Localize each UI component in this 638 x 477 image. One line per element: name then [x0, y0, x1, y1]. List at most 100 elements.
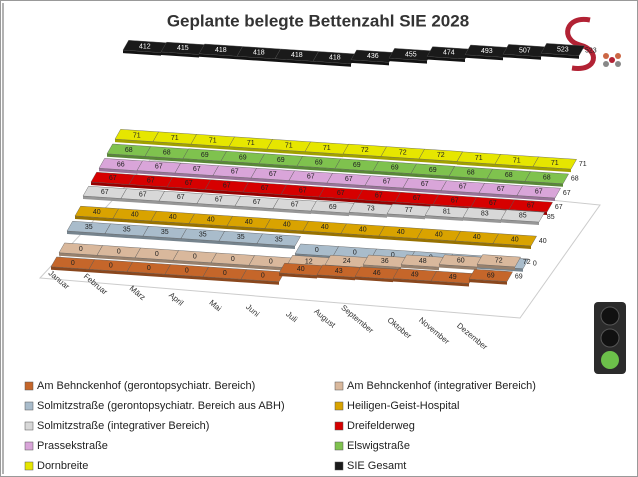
value-label: 68 [505, 172, 513, 179]
value-label: 40 [169, 214, 177, 221]
value-label: 71 [551, 160, 559, 167]
legend-swatch [24, 421, 34, 431]
value-label: 71 [475, 155, 483, 162]
value-label: 72 [361, 147, 369, 154]
value-label: 43 [335, 268, 343, 275]
value-label: 35 [275, 237, 283, 244]
ribbon-side [219, 241, 257, 247]
ribbon-side [267, 149, 305, 155]
legend-swatch [334, 401, 344, 411]
value-label: 455 [405, 51, 417, 58]
ribbon-side [121, 198, 159, 205]
value-label: 67 [291, 202, 299, 209]
ribbon-side [115, 139, 153, 145]
value-label: 67 [345, 176, 353, 183]
value-label: 49 [411, 272, 419, 279]
value-label: 40 [207, 217, 215, 224]
value-label: 40 [359, 227, 367, 234]
ribbon-side [403, 188, 441, 194]
legend-label: Solmitzstraße (gerontopsychiatr. Bereich… [37, 400, 285, 412]
value-label: 67 [299, 188, 307, 195]
ribbon-side [463, 217, 501, 223]
ribbon-side [161, 51, 199, 58]
ribbon-side [151, 220, 189, 227]
ribbon-side [113, 218, 151, 224]
value-label: 72 [437, 152, 445, 159]
value-label: 69 [487, 272, 495, 279]
end-label: 68 [571, 176, 579, 183]
ribbon-side [381, 156, 419, 162]
legend-label: Elswigstraße [347, 440, 410, 452]
legend-swatch [334, 441, 344, 451]
ribbon-side [533, 166, 571, 173]
value-label: 46 [373, 270, 381, 277]
value-label: 40 [93, 209, 101, 216]
value-label: 69 [315, 159, 323, 166]
value-label: 67 [337, 190, 345, 197]
ribbon-side [145, 156, 183, 162]
value-label: 36 [381, 258, 389, 265]
value-label: 0 [79, 246, 83, 253]
value-label: 0 [391, 252, 395, 259]
legend-label: Am Behnckenhof (gerontopsychiatr. Bereic… [37, 380, 255, 392]
ribbon-cell [476, 254, 521, 268]
ribbon-side [419, 158, 457, 165]
value-label: 523 [557, 46, 569, 53]
value-label: 35 [85, 224, 93, 231]
value-label: 507 [519, 47, 531, 54]
ribbon-side [189, 223, 227, 229]
ribbon-side [441, 190, 479, 197]
logo-s [565, 16, 596, 71]
ribbon-side [251, 178, 289, 184]
value-label: 40 [283, 222, 291, 229]
value-label: 418 [291, 52, 303, 59]
ribbon-side [241, 279, 279, 285]
ribbon-side [211, 262, 249, 269]
legend-swatch [24, 381, 34, 391]
ribbon-side [213, 175, 251, 182]
ribbon-side [243, 192, 281, 198]
value-label: 67 [193, 166, 201, 173]
ribbon-side [135, 257, 173, 264]
ribbon-side [343, 153, 381, 160]
chart-title: Geplante belegte Bettenzahl SIE 2028 [167, 11, 469, 30]
value-label: 69 [329, 204, 337, 211]
value-label: 69 [201, 152, 209, 159]
value-label: 69 [277, 157, 285, 164]
value-label: 83 [481, 211, 489, 218]
value-label: 77 [405, 207, 413, 214]
value-label: 71 [171, 135, 179, 142]
ribbon-side [197, 203, 235, 210]
value-label: 71 [133, 132, 141, 139]
ribbon-side [297, 166, 335, 172]
value-label: 67 [451, 198, 459, 205]
value-label: 40 [131, 212, 139, 219]
ribbon-cell [492, 233, 537, 247]
ribbon-side [181, 238, 219, 245]
value-label: 85 [519, 213, 527, 220]
ribbon-side [143, 236, 181, 242]
value-label: 0 [147, 265, 151, 272]
ribbon-cell [468, 269, 513, 282]
legend-swatch [24, 401, 34, 411]
value-label: 67 [459, 184, 467, 191]
ribbons: 412 415 418 418 418 418 436 455 474 493 507 523 523 7… [50, 40, 597, 287]
value-label: 67 [261, 185, 269, 192]
value-label: 40 [511, 237, 519, 244]
ribbon-side [401, 264, 439, 271]
value-label: 67 [413, 195, 421, 202]
value-label: 68 [125, 147, 133, 154]
ribbon-side [51, 266, 89, 273]
value-label: 81 [443, 209, 451, 216]
ribbon-side [303, 230, 341, 237]
value-label: 418 [215, 47, 227, 54]
end-label: 69 [515, 274, 523, 281]
value-label: 35 [237, 234, 245, 241]
legend-label: Solmitzstraße (integrativer Bereich) [37, 420, 209, 432]
value-label: 71 [209, 137, 217, 144]
value-label: 68 [163, 149, 171, 156]
value-label: 412 [139, 43, 151, 50]
value-label: 0 [261, 272, 265, 279]
ribbon-side [229, 146, 267, 153]
logo-flower [603, 53, 609, 59]
